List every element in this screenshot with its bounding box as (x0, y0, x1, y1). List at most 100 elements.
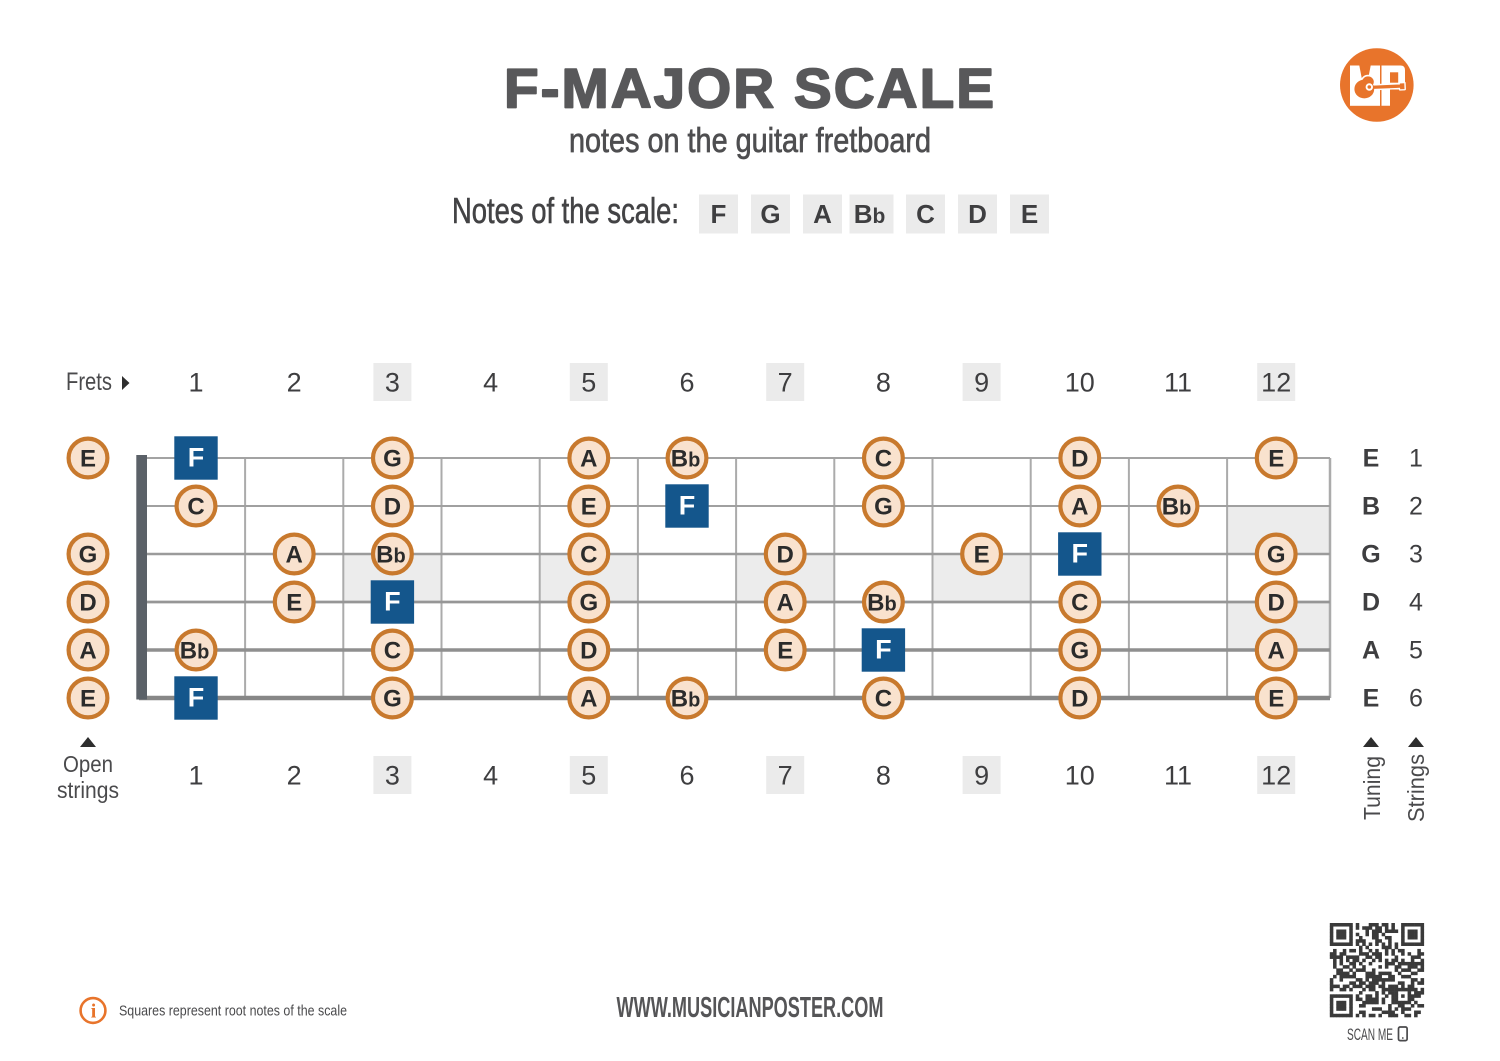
svg-text:E: E (80, 446, 96, 473)
svg-text:G: G (1361, 541, 1380, 569)
svg-text:F: F (679, 491, 696, 521)
svg-text:4: 4 (483, 761, 498, 791)
svg-text:E: E (1363, 685, 1380, 713)
svg-text:1: 1 (188, 368, 203, 398)
svg-text:9: 9 (974, 761, 989, 791)
svg-text:F: F (188, 683, 205, 713)
svg-text:3: 3 (385, 761, 400, 791)
svg-text:E: E (1363, 445, 1380, 473)
svg-text:G: G (1267, 542, 1286, 569)
svg-text:12: 12 (1261, 368, 1291, 398)
svg-text:C: C (187, 494, 204, 521)
svg-text:C: C (875, 446, 892, 473)
svg-text:Bb: Bb (867, 590, 897, 617)
svg-text:8: 8 (876, 368, 891, 398)
svg-text:Frets: Frets (66, 368, 112, 396)
svg-text:5: 5 (581, 761, 596, 791)
svg-text:C: C (875, 686, 892, 713)
svg-text:4: 4 (1409, 589, 1423, 617)
svg-text:4: 4 (483, 368, 498, 398)
svg-text:G: G (383, 686, 402, 713)
svg-text:6: 6 (679, 368, 694, 398)
svg-text:D: D (1268, 590, 1285, 617)
svg-text:E: E (1021, 199, 1038, 229)
svg-text:9: 9 (974, 368, 989, 398)
svg-text:E: E (80, 686, 96, 713)
svg-text:5: 5 (581, 368, 596, 398)
svg-text:A: A (1268, 638, 1285, 665)
svg-text:7: 7 (778, 761, 793, 791)
svg-text:10: 10 (1065, 368, 1095, 398)
svg-text:WWW.MUSICIANPOSTER.COM: WWW.MUSICIANPOSTER.COM (617, 992, 884, 1024)
svg-text:3: 3 (385, 368, 400, 398)
svg-text:D: D (384, 494, 401, 521)
svg-text:1: 1 (188, 761, 203, 791)
svg-text:11: 11 (1164, 761, 1192, 791)
svg-text:A: A (1071, 494, 1088, 521)
svg-text:Bb: Bb (854, 199, 886, 229)
svg-text:5: 5 (1409, 637, 1423, 665)
svg-text:G: G (1070, 638, 1089, 665)
svg-text:6: 6 (1409, 685, 1423, 713)
svg-text:D: D (580, 638, 597, 665)
svg-text:1: 1 (1409, 445, 1423, 473)
svg-text:Bb: Bb (671, 686, 701, 713)
svg-text:2: 2 (1409, 493, 1423, 521)
svg-text:E: E (1268, 686, 1284, 713)
svg-text:A: A (286, 542, 303, 569)
svg-text:6: 6 (679, 761, 694, 791)
svg-text:2: 2 (287, 368, 302, 398)
svg-text:E: E (777, 638, 793, 665)
svg-text:Bb: Bb (376, 542, 406, 569)
svg-text:Open: Open (63, 751, 113, 777)
svg-text:E: E (581, 494, 597, 521)
svg-text:D: D (79, 590, 96, 617)
svg-text:3: 3 (1409, 541, 1423, 569)
svg-text:C: C (1071, 590, 1088, 617)
svg-text:Squares represent root notes o: Squares represent root notes of the scal… (119, 1003, 347, 1020)
svg-text:Bb: Bb (1162, 494, 1192, 521)
svg-text:G: G (383, 446, 402, 473)
svg-text:A: A (79, 638, 96, 665)
svg-text:D: D (968, 199, 987, 229)
svg-text:F-MAJOR SCALE: F-MAJOR SCALE (504, 57, 996, 120)
svg-text:SCAN ME: SCAN ME (1347, 1026, 1393, 1044)
svg-text:E: E (286, 590, 302, 617)
svg-text:7: 7 (778, 368, 793, 398)
svg-text:8: 8 (876, 761, 891, 791)
svg-text:C: C (916, 199, 935, 229)
svg-text:F: F (875, 635, 892, 665)
svg-text:E: E (1268, 446, 1284, 473)
svg-text:F: F (1072, 539, 1089, 569)
svg-text:C: C (384, 638, 401, 665)
svg-text:C: C (580, 542, 597, 569)
svg-text:E: E (974, 542, 990, 569)
svg-text:D: D (1071, 446, 1088, 473)
svg-text:A: A (580, 446, 597, 473)
svg-text:10: 10 (1065, 761, 1095, 791)
svg-text:B: B (1362, 493, 1380, 521)
svg-text:A: A (580, 686, 597, 713)
svg-text:A: A (777, 590, 794, 617)
svg-text:strings: strings (57, 777, 119, 803)
svg-text:D: D (1071, 686, 1088, 713)
svg-text:notes on the guitar fretboard: notes on the guitar fretboard (569, 122, 931, 160)
svg-text:Strings: Strings (1403, 754, 1429, 822)
svg-text:G: G (79, 542, 98, 569)
svg-text:A: A (813, 199, 832, 229)
svg-text:Notes of the scale:: Notes of the scale: (452, 190, 679, 231)
svg-text:2: 2 (287, 761, 302, 791)
svg-text:Bb: Bb (671, 446, 701, 473)
svg-text:G: G (874, 494, 893, 521)
svg-text:D: D (777, 542, 794, 569)
svg-text:Bb: Bb (180, 638, 210, 665)
svg-text:12: 12 (1261, 761, 1291, 791)
svg-text:Tuning: Tuning (1359, 756, 1385, 820)
svg-text:G: G (579, 590, 598, 617)
svg-text:F: F (711, 199, 727, 229)
svg-text:i: i (91, 1001, 97, 1023)
svg-text:D: D (1362, 589, 1380, 617)
svg-text:A: A (1362, 637, 1380, 665)
svg-text:11: 11 (1164, 368, 1192, 398)
svg-text:F: F (384, 587, 401, 617)
